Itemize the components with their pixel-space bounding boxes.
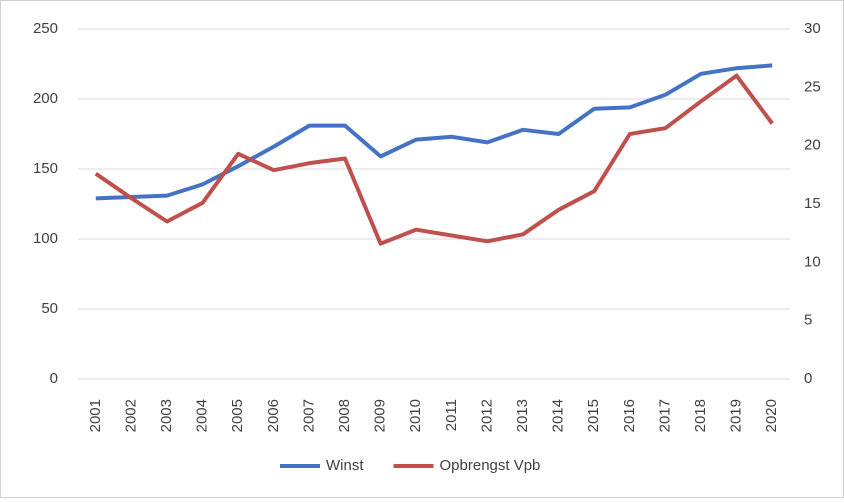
x-tick-label: 2017 [656, 399, 673, 432]
y2-tick-label: 10 [804, 253, 821, 270]
legend-label: Opbrengst Vpb [440, 457, 541, 474]
x-tick-label: 2004 [194, 399, 211, 432]
x-tick-label: 2020 [763, 399, 780, 432]
y2-tick-label: 20 [804, 137, 821, 154]
y2-tick-label: 25 [804, 78, 821, 95]
x-tick-label: 2008 [336, 399, 353, 432]
x-tick-label: 2001 [87, 399, 104, 432]
y2-tick-label: 15 [804, 195, 821, 212]
x-tick-label: 2011 [443, 399, 460, 431]
series-line [95, 63, 773, 201]
x-tick-label: 2012 [478, 399, 495, 432]
x-tick-label: 2013 [514, 399, 531, 432]
y-tick-label: 250 [33, 20, 58, 37]
x-tick-label: 2015 [585, 399, 602, 432]
x-tick-label: 2006 [265, 399, 282, 432]
x-tick-label: 2005 [229, 399, 246, 432]
x-tick-label: 2014 [550, 399, 567, 432]
x-tick-label: 2019 [728, 399, 745, 432]
y-tick-label: 100 [33, 230, 58, 247]
y-tick-label: 0 [50, 370, 58, 387]
x-tick-label: 2002 [122, 399, 139, 432]
y-tick-label: 200 [33, 90, 58, 107]
series-line [94, 73, 774, 246]
y2-tick-label: 5 [804, 312, 812, 329]
x-tick-label: 2016 [621, 399, 638, 432]
x-tick-label: 2018 [692, 399, 709, 432]
y2-tick-label: 0 [804, 370, 812, 387]
legend-label: Winst [326, 457, 364, 474]
y-tick-label: 50 [41, 300, 58, 317]
x-tick-label: 2010 [407, 399, 424, 432]
x-tick-label: 2009 [372, 399, 389, 432]
y2-tick-label: 30 [804, 20, 821, 37]
y-tick-label: 150 [33, 160, 58, 177]
x-tick-label: 2007 [300, 399, 317, 432]
x-tick-label: 2003 [158, 399, 175, 432]
